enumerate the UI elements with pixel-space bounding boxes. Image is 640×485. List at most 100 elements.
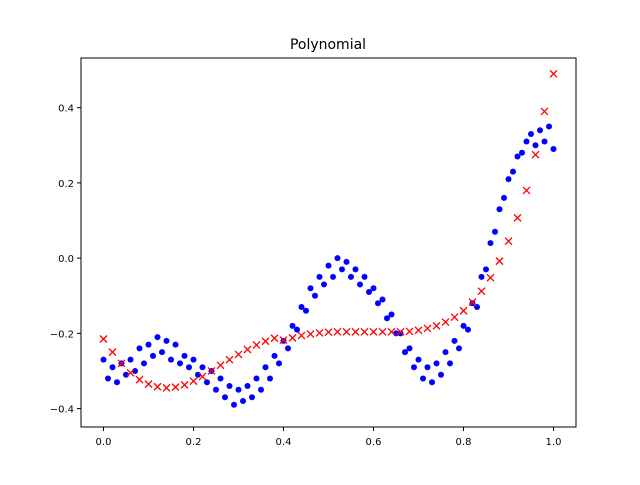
data-point (114, 379, 120, 386)
data-point (388, 311, 395, 318)
data-point (141, 360, 147, 367)
fit-point (477, 287, 486, 296)
data-point (258, 386, 264, 393)
fit-point (198, 372, 207, 381)
fit-point (459, 306, 468, 315)
data-point (244, 383, 251, 389)
data-point (289, 322, 296, 329)
fit-point (126, 368, 135, 377)
data-point (528, 130, 534, 137)
plot-area (99, 69, 558, 408)
x-tick-label: 0.2 (186, 437, 202, 448)
fit-point (360, 327, 369, 336)
data-point (352, 266, 359, 273)
data-point (145, 341, 152, 348)
fit-point (396, 327, 405, 336)
data-point (267, 375, 273, 382)
data-point (406, 345, 413, 352)
fit-point (234, 350, 243, 359)
fit-point (549, 69, 558, 78)
data-point (226, 383, 233, 389)
fit-point (513, 213, 522, 222)
data-point (514, 153, 521, 160)
data-point (177, 360, 183, 367)
data-point (312, 292, 318, 299)
data-point (429, 379, 435, 386)
fit-point (423, 324, 432, 333)
y-tick-label: −0.2 (50, 329, 74, 340)
chart-title: Polynomial (290, 37, 366, 53)
data-point (109, 364, 116, 371)
data-point (465, 326, 471, 333)
data-point (487, 240, 494, 247)
data-point (231, 401, 237, 408)
data-point (537, 127, 543, 134)
data-point (438, 371, 444, 378)
data-point (303, 307, 309, 314)
data-point (519, 149, 525, 156)
fit-point (351, 327, 360, 336)
data-point (492, 228, 498, 235)
y-tick-label: 0.4 (58, 104, 74, 115)
x-tick-label: 0.6 (366, 437, 382, 448)
fit-point (522, 186, 531, 195)
data-point (366, 288, 372, 295)
y-tick-label: 0.0 (58, 254, 74, 265)
data-point (532, 142, 539, 149)
y-tick-label: 0.2 (58, 179, 74, 190)
data-point (343, 258, 350, 265)
fit-point (162, 383, 171, 392)
data-point (505, 176, 512, 183)
fit-point (387, 327, 396, 336)
data-point (334, 255, 341, 262)
data-point (424, 364, 431, 371)
fit-point (540, 107, 549, 116)
axes-frame (80, 57, 577, 428)
fit-point (189, 377, 198, 386)
data-point (253, 375, 260, 382)
fit-point (108, 348, 117, 357)
x-tick-label: 0.0 (96, 437, 112, 448)
data-point (397, 330, 404, 337)
fit-point (324, 328, 333, 337)
fit-point (297, 331, 306, 340)
fit-point (495, 257, 504, 266)
data-point (357, 281, 363, 288)
fit-point (99, 335, 108, 343)
fit-point (216, 361, 225, 370)
data-point (168, 356, 174, 363)
fit-point (306, 330, 315, 339)
fit-point (414, 326, 423, 335)
data-point (204, 379, 210, 386)
fit-point (441, 318, 450, 327)
data-point (384, 315, 390, 322)
fit-point (333, 327, 342, 336)
fit-point (504, 237, 513, 246)
data-point (127, 356, 134, 363)
fit-point (180, 380, 189, 389)
data-point (510, 168, 516, 175)
y-axis: −0.4 −0.2 0.0 0.2 0.4 (50, 104, 81, 416)
fit-point (261, 337, 270, 346)
series-polynomial-fit (99, 69, 558, 392)
data-point (379, 296, 386, 303)
data-point (375, 300, 381, 307)
data-point (235, 386, 242, 393)
data-point (294, 326, 300, 333)
y-tick-label: −0.4 (50, 405, 74, 416)
data-point (456, 345, 462, 352)
data-point (361, 273, 368, 280)
data-point (442, 349, 449, 356)
data-point (105, 375, 111, 382)
fit-point (486, 273, 495, 282)
data-point (186, 364, 192, 371)
fit-point (378, 327, 387, 336)
data-point (316, 273, 323, 280)
data-point (420, 375, 426, 382)
data-point (154, 334, 161, 341)
data-point (348, 273, 354, 280)
data-point (217, 375, 224, 382)
data-point (339, 266, 345, 273)
